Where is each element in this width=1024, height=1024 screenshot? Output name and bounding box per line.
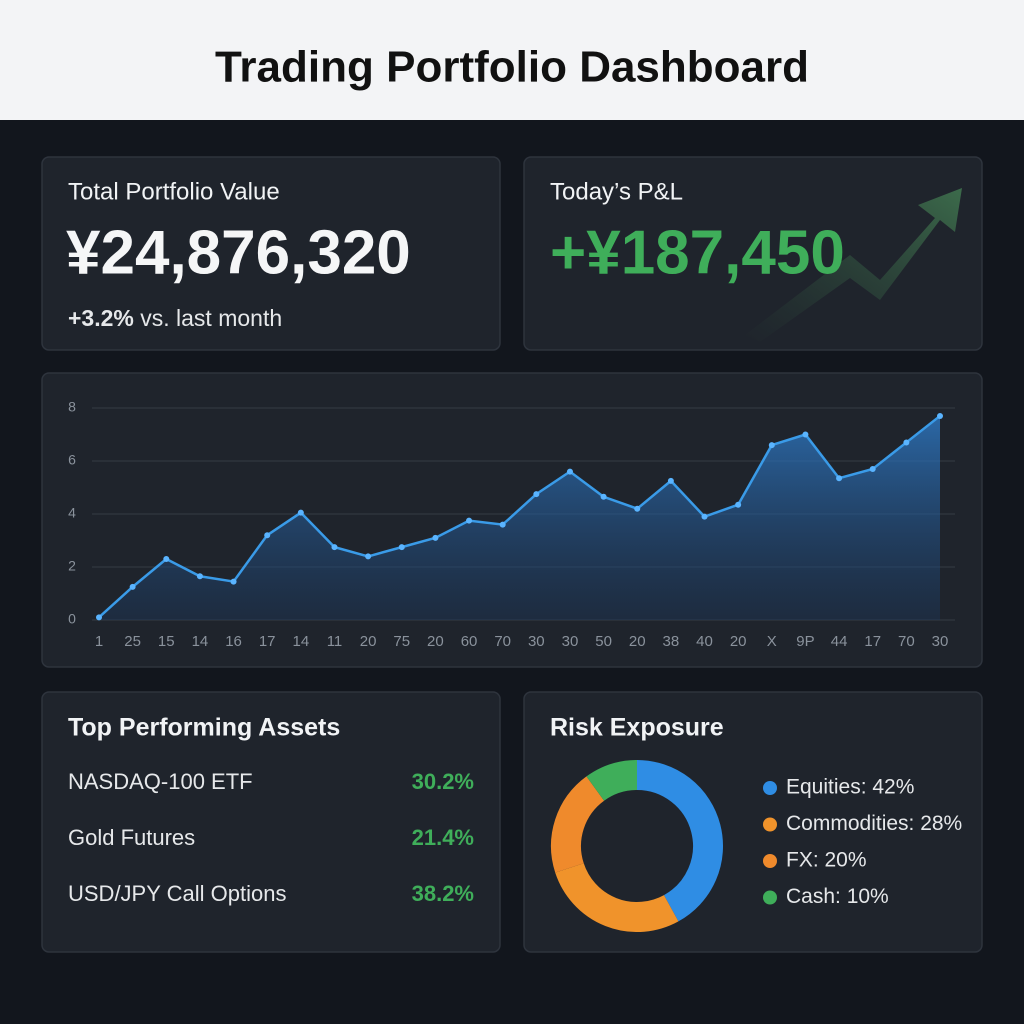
line <box>98 414 941 619</box>
x-tick-label: 11 <box>327 633 343 650</box>
point <box>836 475 843 482</box>
change-value: +3.2% <box>68 305 134 331</box>
x-tick-label: 70 <box>494 633 511 650</box>
legend-swatch <box>763 890 777 905</box>
point <box>701 513 708 520</box>
point <box>499 521 506 528</box>
legend-swatch <box>763 817 777 832</box>
point <box>802 431 809 438</box>
point <box>533 491 540 498</box>
asset-return: 38.2% <box>412 881 474 906</box>
point <box>937 412 943 419</box>
donut-segment <box>636 760 723 922</box>
y-tick-label: 2 <box>68 558 76 574</box>
x-tick-label: 25 <box>124 633 141 650</box>
x-tick-label: 17 <box>864 633 881 650</box>
header-bar <box>0 0 1024 120</box>
point <box>466 517 473 524</box>
point <box>398 544 405 551</box>
point <box>196 573 203 580</box>
y-tick-label: 8 <box>68 399 76 415</box>
x-tick-label: 16 <box>225 633 242 650</box>
point <box>869 465 876 472</box>
x-tick-label: 20 <box>629 633 646 650</box>
page-title: Trading Portfolio Dashboard <box>215 43 809 92</box>
risk-card <box>523 691 983 953</box>
point <box>96 614 102 621</box>
x-tick-label: 14 <box>192 633 209 650</box>
point <box>600 493 607 500</box>
x-tick-label: 44 <box>831 633 848 650</box>
asset-name: NASDAQ-100 ETF <box>68 769 253 794</box>
x-tick-label: 14 <box>292 633 309 650</box>
point <box>129 583 136 590</box>
change-note: vs. last month <box>140 305 282 331</box>
point <box>634 505 641 512</box>
point <box>163 556 170 563</box>
x-tick-label: 60 <box>461 633 478 650</box>
x-tick-label: 40 <box>696 633 713 650</box>
point <box>365 553 372 560</box>
point <box>667 477 674 484</box>
area <box>99 415 940 620</box>
x-tick-label: 75 <box>393 633 410 650</box>
portfolio-card <box>41 156 501 351</box>
pnl-value: +¥187,450 <box>550 218 845 287</box>
point <box>230 578 237 585</box>
y-tick-label: 0 <box>68 611 76 627</box>
card-title: Top Performing Assets <box>68 714 340 742</box>
x-tick-label: 20 <box>427 633 444 650</box>
x-tick-label: 9P <box>796 633 814 650</box>
x-tick-label: 50 <box>595 633 612 650</box>
assets-card <box>41 691 501 953</box>
point <box>264 532 271 539</box>
asset-name: USD/JPY Call Options <box>68 881 286 906</box>
card-label: Total Portfolio Value <box>68 178 280 205</box>
point <box>768 442 775 449</box>
donut-segment <box>551 776 605 873</box>
x-tick-label: 17 <box>259 633 276 650</box>
x-tick-label: 70 <box>898 633 915 650</box>
legend-label: FX: 20% <box>786 849 867 872</box>
point <box>566 468 573 475</box>
portfolio-value: ¥24,876,320 <box>66 218 411 287</box>
card-title: Risk Exposure <box>550 714 724 742</box>
card-label: Today’s P&L <box>550 178 683 205</box>
x-tick-label: 20 <box>360 633 377 650</box>
x-tick-label: 30 <box>528 633 545 650</box>
legend-label: Commodities: 28% <box>786 812 962 835</box>
legend-swatch <box>763 854 777 868</box>
asset-return: 30.2% <box>412 769 474 794</box>
y-tick-label: 6 <box>68 452 76 468</box>
legend-swatch <box>763 781 777 795</box>
point <box>432 534 439 541</box>
point <box>735 501 742 508</box>
x-tick-label: 30 <box>562 633 579 650</box>
donut-segment <box>555 862 679 932</box>
x-tick-label: 30 <box>932 633 949 650</box>
donut-segment <box>586 760 638 802</box>
y-tick-label: 4 <box>68 505 76 521</box>
line-chart: 0 2 4 6 8 1 25 15 14 16 17 14 11 20 75 20 60 70 30 30 50 20 38… <box>68 399 955 650</box>
asset-return: 21.4% <box>412 825 474 850</box>
point <box>331 544 338 551</box>
x-tick-label: 20 <box>730 633 747 650</box>
legend-label: Cash: 10% <box>786 885 889 908</box>
x-tick-label: 38 <box>663 633 680 650</box>
donut-chart: Equities: 42% Commodities: 28% FX: 20% Cash… <box>551 760 962 932</box>
point <box>903 439 910 446</box>
x-tick-label: 15 <box>158 633 175 650</box>
change-line: +3.2% vs. last month <box>68 305 282 331</box>
point <box>297 509 304 516</box>
pnl-card <box>523 156 983 351</box>
legend-label: Equities: 42% <box>786 776 914 799</box>
asset-list: NASDAQ-100 ETF 30.2% Gold Futures 21.4% USD/… <box>68 769 474 906</box>
trend-arrow <box>745 188 962 342</box>
asset-name: Gold Futures <box>68 825 195 850</box>
x-tick-label: 1 <box>95 633 103 650</box>
x-tick-label: X <box>767 633 777 650</box>
